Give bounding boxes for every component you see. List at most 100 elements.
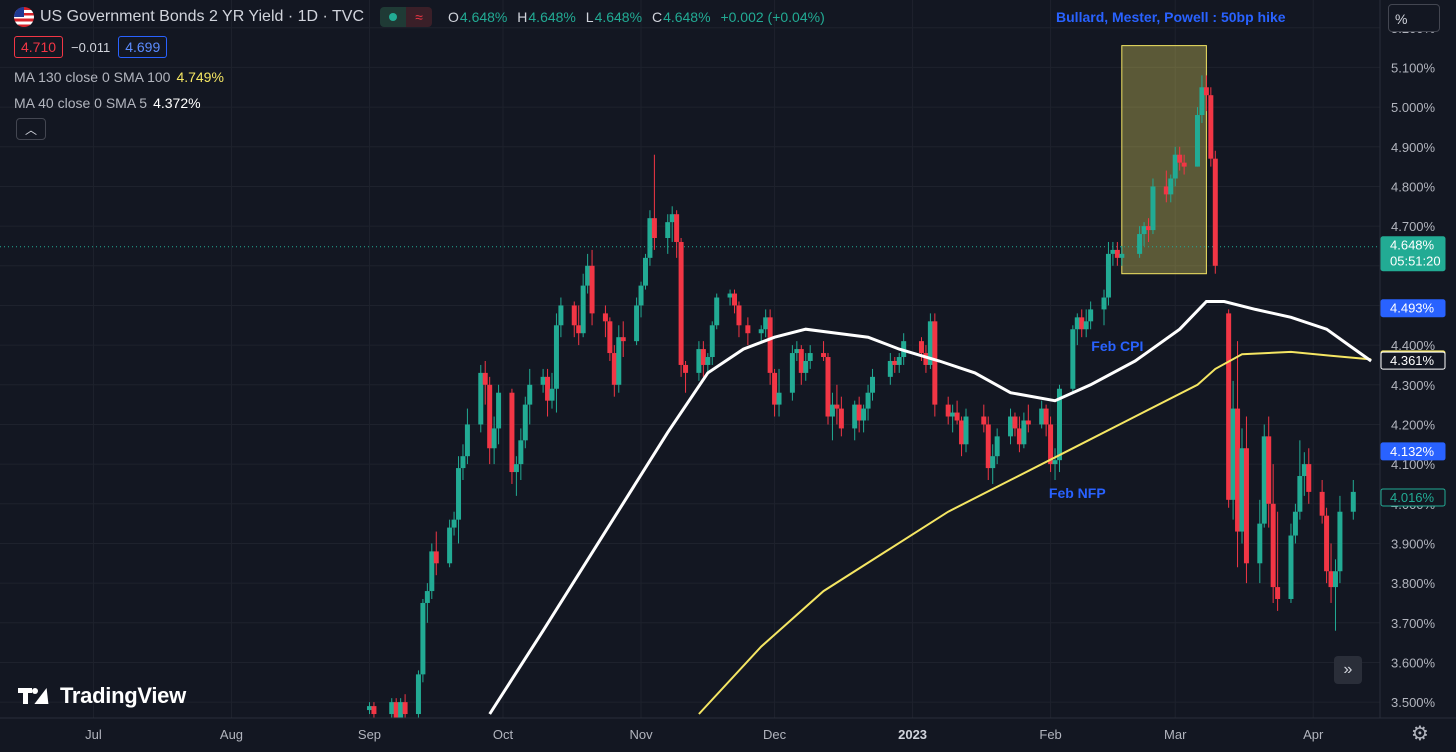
candle-body	[1083, 321, 1089, 330]
candle	[776, 368, 782, 417]
candle	[1141, 222, 1147, 246]
candle-body	[1208, 95, 1214, 159]
y-tick-label: 5.000%	[1391, 100, 1436, 115]
candle	[1203, 75, 1209, 112]
candle-body	[642, 257, 648, 286]
candle	[389, 698, 395, 718]
candle	[923, 345, 929, 373]
candle	[1052, 448, 1058, 480]
candle-body	[1016, 428, 1022, 445]
candle-body	[1172, 154, 1178, 179]
high-label: H	[517, 9, 528, 25]
candle	[1226, 309, 1232, 508]
y-tick-label: 4.100%	[1391, 457, 1436, 472]
scroll-to-realtime-button[interactable]: »	[1334, 656, 1362, 684]
price-label-box	[1380, 351, 1446, 370]
symbol-title[interactable]: US Government Bonds 2 YR Yield · 1D · TV…	[40, 8, 364, 25]
candle	[1332, 559, 1338, 631]
candle	[696, 341, 702, 381]
candle	[634, 297, 640, 346]
candle-body	[963, 416, 969, 445]
candle-body	[1114, 249, 1120, 258]
candle-body	[870, 376, 876, 393]
candle-body	[1110, 249, 1116, 254]
candle	[1177, 146, 1183, 171]
indicator-sma100[interactable]: MA 130 close 0 SMA 100 4.749%	[14, 69, 224, 85]
price-axis-bg	[1380, 0, 1456, 752]
candle	[705, 353, 711, 373]
candle-body	[1243, 448, 1249, 564]
x-tick-label: Nov	[629, 727, 653, 742]
collapse-legend-button[interactable]: ︿	[16, 118, 46, 140]
candle-body	[838, 408, 844, 429]
candle	[870, 368, 876, 401]
candle-body	[959, 420, 965, 445]
annotation-label: Feb NFP	[1049, 485, 1106, 501]
candle	[772, 368, 778, 417]
candle	[1150, 178, 1156, 235]
candle	[415, 670, 421, 718]
y-tick-label: 4.900%	[1391, 140, 1436, 155]
buy-price-button[interactable]: 4.699	[118, 36, 168, 58]
candle-body	[576, 325, 582, 334]
candle-body	[763, 317, 769, 330]
candle-body	[1043, 408, 1049, 425]
candle-body	[638, 285, 644, 306]
candle	[1008, 408, 1014, 445]
candle	[638, 281, 644, 318]
candle	[1012, 412, 1018, 437]
candle-body	[496, 392, 502, 429]
scale-mode-button[interactable]: %	[1388, 4, 1440, 32]
indicator-label: MA 130 close 0 SMA 100	[14, 69, 171, 85]
candle	[1172, 146, 1178, 187]
candle	[1199, 75, 1205, 123]
candle	[496, 384, 502, 445]
candle-body	[478, 372, 484, 425]
price-label-text: 4.493%	[1390, 301, 1435, 316]
candle	[553, 313, 559, 413]
candle-body	[1056, 388, 1062, 461]
gear-icon[interactable]: ⚙	[1411, 723, 1429, 745]
chart-grid	[0, 0, 1380, 718]
time-axis-bg	[0, 718, 1456, 752]
candle-body	[1306, 464, 1312, 492]
candle-body	[420, 602, 426, 675]
candle-body	[398, 702, 404, 718]
candle-body	[1288, 535, 1294, 599]
candle	[429, 543, 435, 599]
high-value: 4.648%	[528, 9, 576, 25]
candle-body	[1226, 313, 1232, 500]
price-label-box	[1380, 299, 1446, 318]
candle-body	[1199, 87, 1205, 116]
candle	[647, 210, 653, 266]
candle	[1194, 107, 1200, 167]
candle	[709, 321, 715, 365]
open-label: O	[448, 9, 459, 25]
candle-body	[616, 337, 622, 385]
time-axis: Jul Aug Sep Oct Nov Dec 2023 Feb Mar Apr	[0, 717, 1456, 752]
symbol-header: US Government Bonds 2 YR Yield · 1D · TV…	[14, 6, 831, 28]
x-tick-label: Oct	[493, 727, 514, 742]
candle	[1243, 416, 1249, 584]
candle	[1212, 150, 1218, 274]
wave-icon[interactable]: ≈	[406, 7, 432, 27]
bid-ask-row: 4.710 −0.011 4.699	[14, 36, 168, 58]
candle	[456, 456, 462, 544]
candle	[1079, 309, 1085, 338]
market-status[interactable]: ≈	[380, 7, 432, 27]
candle-body	[620, 337, 626, 342]
sell-price-button[interactable]: 4.710	[14, 36, 64, 58]
open-value: 4.648%	[459, 9, 508, 25]
candle	[683, 360, 689, 393]
candle-body	[1048, 424, 1054, 465]
candle	[616, 325, 622, 393]
candle	[549, 372, 555, 409]
candle-body	[981, 416, 987, 425]
candle-body	[366, 706, 372, 711]
indicator-sma5[interactable]: MA 40 close 0 SMA 5 4.372%	[14, 95, 201, 111]
candle-body	[647, 218, 653, 258]
candle	[460, 444, 466, 480]
market-open-dot-icon[interactable]	[380, 7, 406, 27]
candle-body	[1146, 226, 1152, 231]
